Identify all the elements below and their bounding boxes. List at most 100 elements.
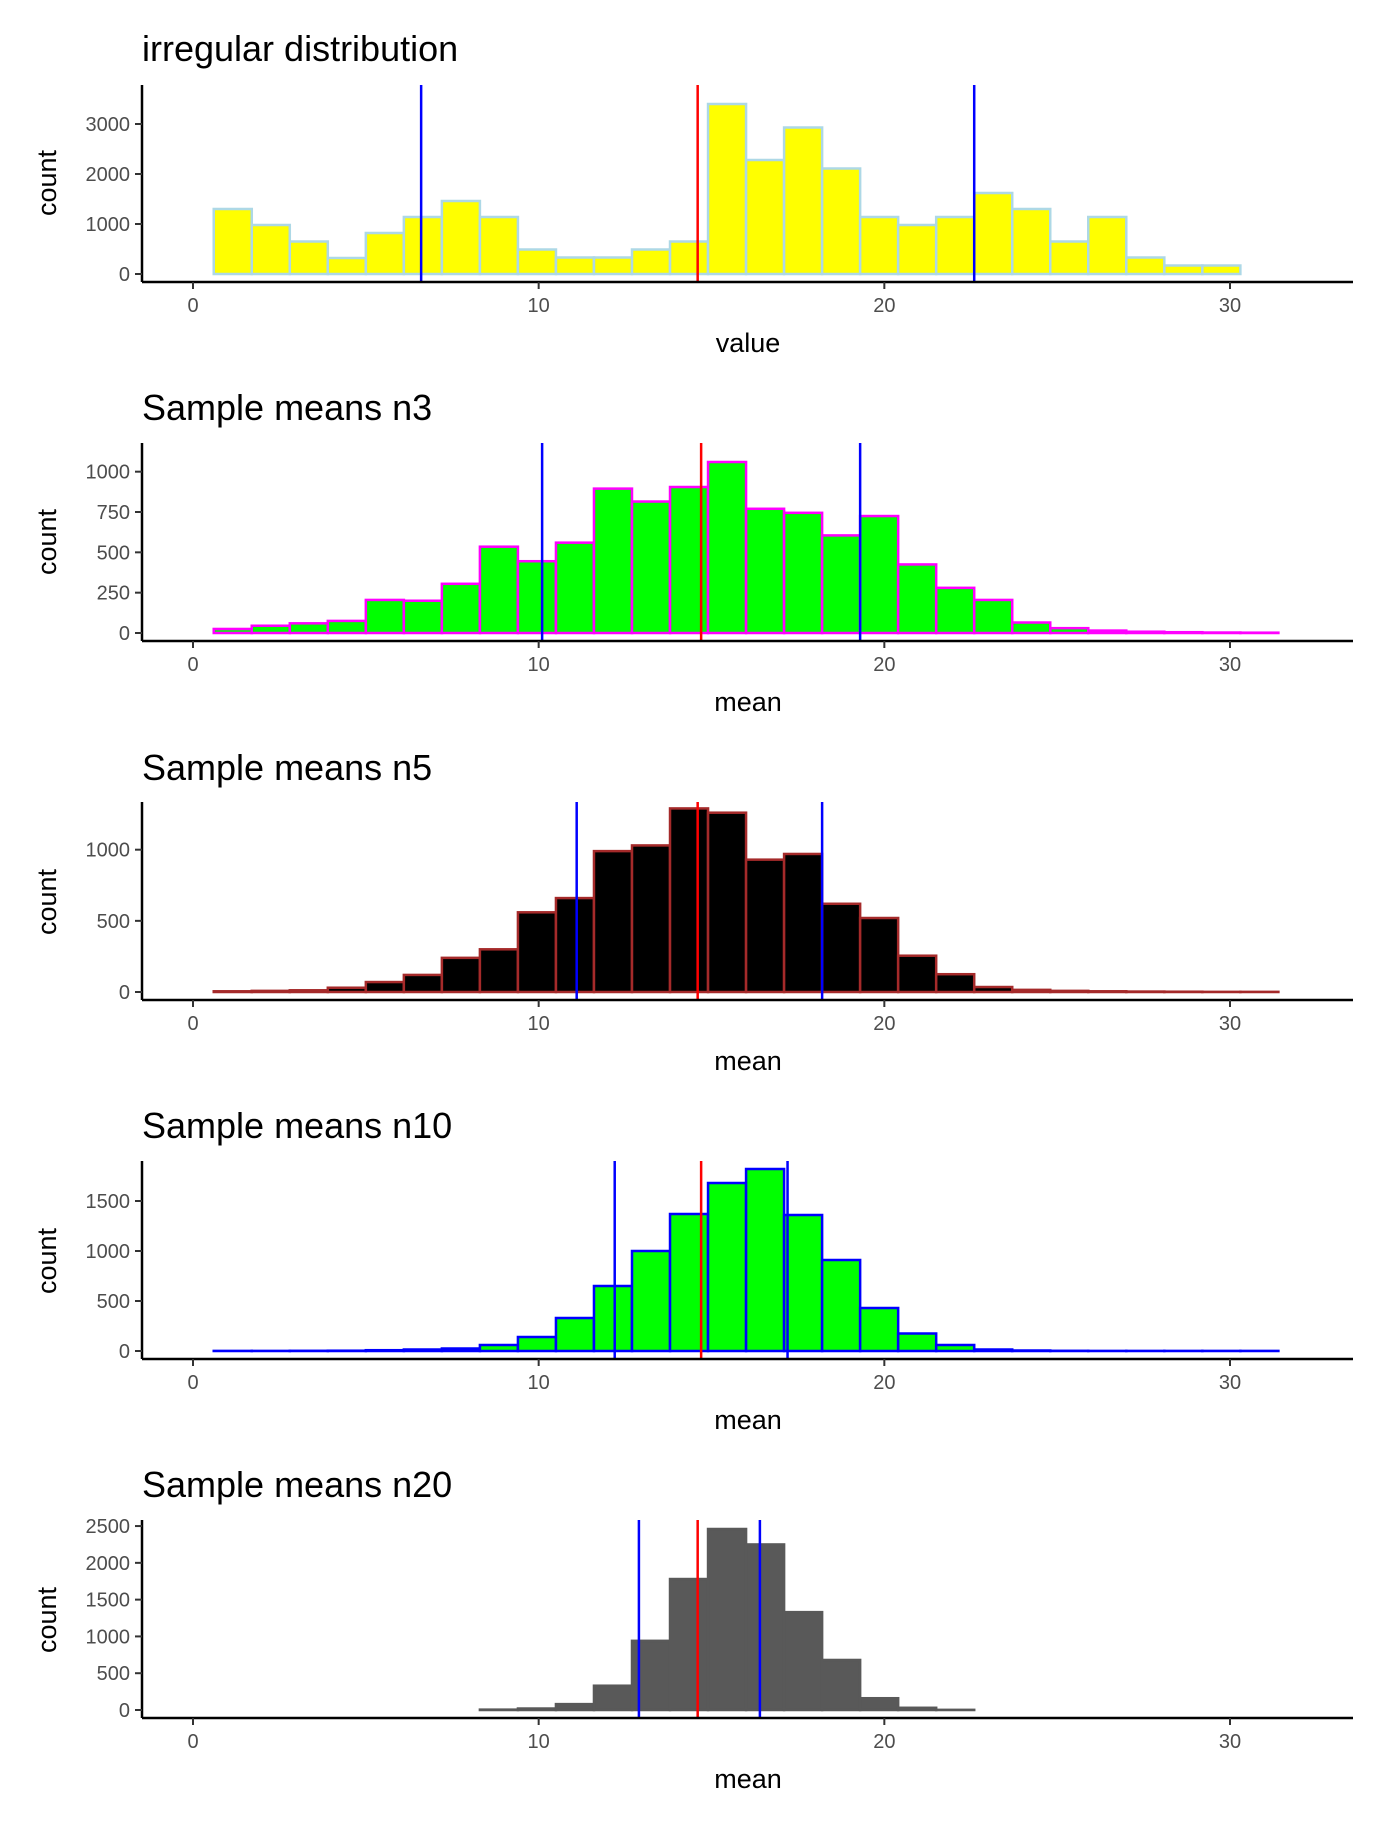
histogram-bar bbox=[516, 911, 558, 994]
histogram-bar bbox=[326, 256, 368, 276]
histogram-bar bbox=[896, 1706, 938, 1712]
histogram-bar bbox=[858, 215, 900, 276]
y-tick-label: 0 bbox=[119, 1341, 130, 1363]
y-tick-label: 0 bbox=[119, 982, 130, 1004]
panel-n3: Sample means n3 0 250 500 750 1000 0 10 20 30 me… bbox=[32, 387, 1353, 717]
histogram-bar bbox=[934, 586, 976, 635]
histogram-bar bbox=[934, 1343, 976, 1353]
histogram-bar bbox=[516, 1335, 558, 1353]
histogram-bar bbox=[972, 985, 1014, 994]
y-tick-label: 1000 bbox=[86, 840, 131, 862]
x-tick-label: 10 bbox=[528, 654, 550, 676]
histogram-bar bbox=[1201, 264, 1242, 276]
histogram-bar bbox=[896, 223, 938, 276]
panel-title: Sample means n3 bbox=[142, 387, 432, 428]
y-axis-title: count bbox=[32, 149, 62, 216]
histogram-bar bbox=[1163, 630, 1204, 635]
panel-n5: Sample means n5 0 500 1000 0 10 20 30 mean cou… bbox=[32, 747, 1353, 1076]
histogram-bar bbox=[630, 844, 672, 994]
x-tick-label: 10 bbox=[528, 1013, 550, 1035]
histogram-bar bbox=[706, 102, 748, 276]
histogram-bar bbox=[972, 598, 1014, 635]
histogram-bar bbox=[516, 559, 558, 635]
y-tick-label: 1000 bbox=[86, 1626, 131, 1648]
y-tick-label: 0 bbox=[119, 1700, 130, 1722]
x-tick-label: 30 bbox=[1219, 295, 1241, 317]
panel-irregular: irregular distribution 0 1000 2000 3000 0 10 2… bbox=[32, 28, 1353, 358]
y-tick-label: 500 bbox=[97, 1663, 130, 1685]
histogram-bar bbox=[706, 1181, 748, 1353]
histogram-bar bbox=[478, 215, 520, 276]
y-tick-label: 1500 bbox=[86, 1191, 131, 1213]
histogram-bar bbox=[896, 563, 938, 635]
histogram-bar bbox=[402, 599, 444, 635]
plot-area: 0 500 1000 1500 2000 2500 0 10 20 30 bbox=[86, 1516, 1353, 1753]
x-axis-title: mean bbox=[714, 1046, 782, 1076]
histogram-bar bbox=[554, 541, 596, 635]
histogram-bar bbox=[478, 1343, 520, 1353]
x-tick-label: 0 bbox=[187, 1013, 198, 1035]
panel-title: Sample means n10 bbox=[142, 1105, 452, 1146]
histogram-bar bbox=[630, 1249, 672, 1353]
x-tick-label: 20 bbox=[873, 295, 895, 317]
histogram-bar bbox=[706, 811, 748, 994]
histogram-bar bbox=[592, 487, 634, 635]
x-tick-label: 10 bbox=[528, 1731, 550, 1753]
y-tick-label: 250 bbox=[97, 583, 130, 605]
histogram-bar bbox=[592, 1284, 634, 1353]
y-axis-title: count bbox=[32, 868, 62, 935]
histogram-bar bbox=[1049, 989, 1090, 994]
x-tick-label: 20 bbox=[873, 1013, 895, 1035]
panel-title: Sample means n20 bbox=[142, 1464, 452, 1505]
y-tick-label: 1000 bbox=[86, 214, 131, 236]
y-tick-label: 2000 bbox=[86, 1553, 131, 1575]
histogram-bar bbox=[1125, 256, 1166, 276]
plot-area: 0 1000 2000 3000 0 10 20 30 bbox=[86, 85, 1353, 317]
histogram-bar bbox=[782, 1213, 824, 1353]
histogram-bar bbox=[1087, 990, 1128, 994]
histogram-bar bbox=[972, 191, 1014, 276]
x-tick-label: 0 bbox=[187, 1731, 198, 1753]
histogram-bar bbox=[592, 1684, 634, 1712]
histogram-bar bbox=[820, 1658, 862, 1712]
histogram-bar bbox=[212, 207, 254, 276]
histogram-bar bbox=[364, 231, 406, 276]
histogram-bar bbox=[630, 500, 672, 635]
y-tick-label: 0 bbox=[119, 623, 130, 645]
y-tick-label: 1500 bbox=[86, 1590, 131, 1612]
histogram-bar bbox=[782, 511, 824, 635]
histogram-bar bbox=[744, 1167, 786, 1353]
y-tick-label: 2500 bbox=[86, 1516, 131, 1538]
x-tick-label: 0 bbox=[187, 1372, 198, 1394]
histogram-bar bbox=[250, 223, 292, 276]
histogram-bar bbox=[1163, 264, 1204, 276]
histogram-bar bbox=[744, 507, 786, 635]
histogram-bar bbox=[1049, 240, 1090, 276]
histogram-bar bbox=[1049, 626, 1090, 635]
x-tick-label: 20 bbox=[873, 1372, 895, 1394]
histogram-bar bbox=[440, 582, 482, 635]
histogram-bar bbox=[440, 199, 482, 276]
histogram-bar bbox=[782, 852, 824, 994]
x-tick-label: 30 bbox=[1219, 654, 1241, 676]
x-axis-title: mean bbox=[714, 1764, 782, 1794]
histogram-bar bbox=[250, 989, 292, 994]
x-tick-label: 10 bbox=[528, 1372, 550, 1394]
histogram-bar bbox=[1087, 215, 1128, 276]
y-axis-title: count bbox=[32, 1227, 62, 1294]
histogram-bar bbox=[1010, 988, 1052, 994]
histogram-bar bbox=[668, 1577, 710, 1712]
histogram-bar bbox=[554, 1316, 596, 1353]
histogram-bar bbox=[440, 1347, 482, 1353]
histogram-bar bbox=[364, 598, 406, 635]
histogram-bar bbox=[364, 980, 406, 994]
y-tick-label: 500 bbox=[97, 911, 130, 933]
histogram-bar bbox=[1087, 629, 1128, 635]
y-axis-title: count bbox=[32, 1586, 62, 1653]
x-tick-label: 30 bbox=[1219, 1013, 1241, 1035]
histogram-bar bbox=[592, 256, 634, 276]
panel-n20: Sample means n20 0 500 1000 1500 2000 2500 0 10… bbox=[32, 1464, 1353, 1794]
histogram-bar bbox=[668, 807, 710, 994]
histogram-bar bbox=[250, 624, 292, 635]
